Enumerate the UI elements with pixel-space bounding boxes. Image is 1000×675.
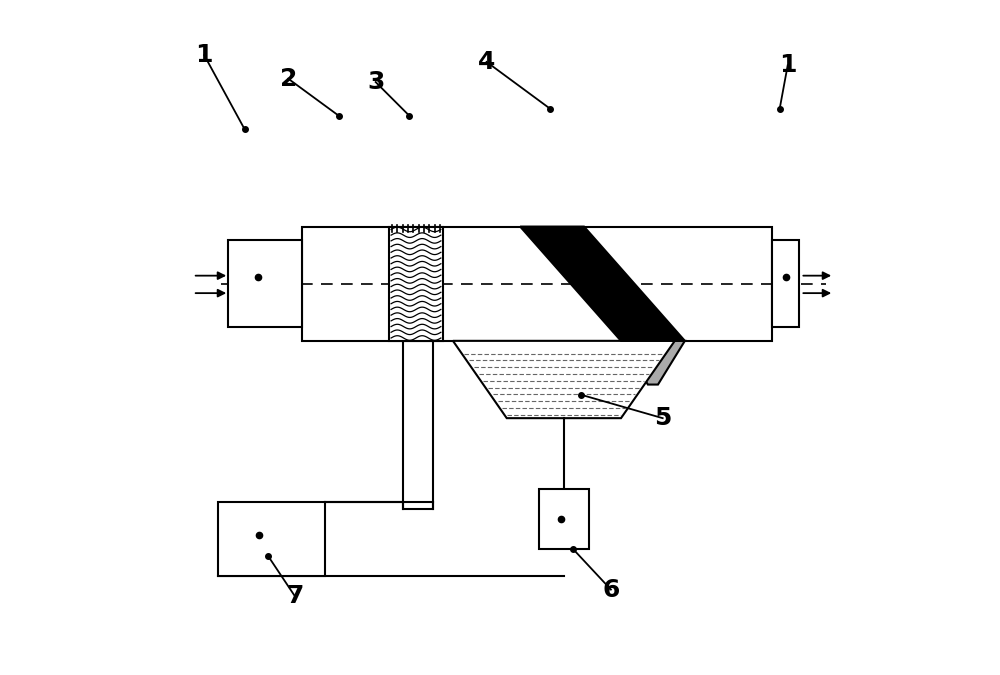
- Text: 3: 3: [367, 70, 384, 94]
- Bar: [772, 240, 799, 327]
- Text: 5: 5: [654, 406, 671, 430]
- Text: 1: 1: [195, 43, 213, 68]
- Bar: [403, 341, 433, 509]
- Bar: [218, 502, 325, 576]
- Bar: [389, 227, 443, 341]
- Text: 6: 6: [602, 578, 620, 601]
- Polygon shape: [621, 341, 685, 385]
- Polygon shape: [520, 227, 685, 341]
- Text: 4: 4: [478, 50, 495, 74]
- Bar: [389, 227, 443, 341]
- Text: 1: 1: [779, 53, 796, 77]
- Bar: [539, 489, 589, 549]
- Polygon shape: [453, 341, 675, 418]
- Text: 7: 7: [286, 585, 304, 608]
- Bar: [228, 240, 302, 327]
- Text: 2: 2: [280, 67, 297, 90]
- Bar: [302, 227, 772, 341]
